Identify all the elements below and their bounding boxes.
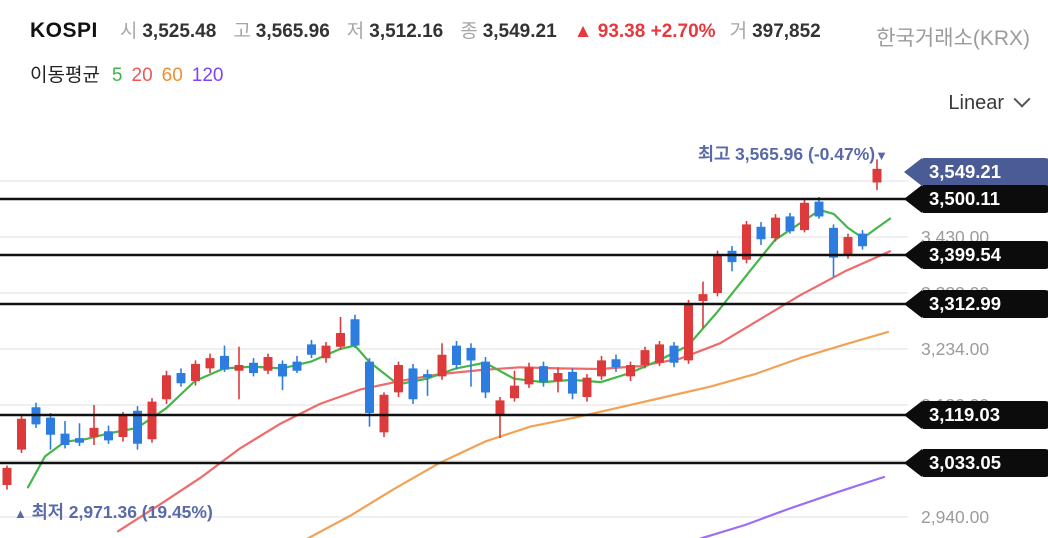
- badge-price-value: 3,549.21: [922, 158, 1048, 186]
- high-marker-icon: ▼: [875, 148, 888, 163]
- exchange-watermark: 한국거래소(KRX): [876, 27, 1030, 50]
- session-low-annotation: ▲ 최저 2,971.36 (19.45%): [14, 499, 213, 524]
- open-value: 3,525.48: [142, 21, 217, 42]
- badge-arrow-icon: [904, 449, 922, 477]
- badge-arrow-icon: [904, 158, 922, 186]
- change-percent: +2.70%: [650, 21, 716, 42]
- scale-selector-dropdown[interactable]: Linear: [948, 90, 1031, 115]
- low-value: 3,512.16: [369, 21, 444, 42]
- ma120-toggle[interactable]: 120: [191, 65, 224, 86]
- session-high-text: 최고 3,565.96 (-0.47%): [697, 144, 876, 164]
- y-axis-tick-label: 3,234.00: [921, 339, 990, 359]
- badge-arrow-icon: [904, 241, 922, 269]
- high-value: 3,565.96: [255, 21, 330, 42]
- open-label: 시: [119, 21, 138, 42]
- price-level-badge: 3,119.03: [904, 401, 1048, 429]
- ma20-line: [116, 250, 892, 533]
- price-level-badge: 3,033.05: [904, 449, 1048, 477]
- scale-selector-label: Linear: [948, 92, 1004, 114]
- change-arrow-icon: ▲: [573, 21, 593, 42]
- badge-arrow-icon: [904, 185, 922, 213]
- price-level-badge: 3,399.54: [904, 241, 1048, 269]
- session-low-text: 최저 2,971.36 (19.45%): [31, 502, 213, 522]
- ma-legend-label: 이동평균: [30, 65, 100, 86]
- badge-arrow-icon: [904, 290, 922, 318]
- close-label: 종: [460, 21, 478, 42]
- ma60-toggle[interactable]: 60: [161, 65, 183, 86]
- ma60-line: [306, 330, 890, 538]
- quote-header: KOSPI 시 3,525.48 고 3,565.96 저 3,512.16 종 3,5…: [30, 16, 838, 43]
- low-marker-icon: ▲: [14, 506, 27, 521]
- badge-price-value: 3,119.03: [922, 401, 1048, 429]
- close-value: 3,549.21: [482, 21, 557, 42]
- moving-average-legend: 이동평균 5 20 60 120: [30, 60, 232, 87]
- symbol-name: KOSPI: [30, 19, 98, 42]
- badge-arrow-icon: [904, 401, 922, 429]
- volume-value: 397,852: [752, 21, 821, 42]
- price-level-badge: 3,500.11: [904, 185, 1048, 213]
- ma5-toggle[interactable]: 5: [111, 65, 123, 86]
- change-value: 93.38: [597, 21, 646, 42]
- badge-price-value: 3,500.11: [922, 185, 1048, 213]
- price-level-badge: 3,312.99: [904, 290, 1048, 318]
- badge-price-value: 3,399.54: [922, 241, 1048, 269]
- badge-price-value: 3,033.05: [922, 449, 1048, 477]
- high-label: 고: [233, 21, 251, 42]
- badge-price-value: 3,312.99: [922, 290, 1048, 318]
- session-high-annotation: 최고 3,565.96 (-0.47%)▼: [698, 141, 888, 166]
- volume-label: 거: [729, 21, 748, 42]
- current-price-badge: 3,549.21: [904, 158, 1048, 186]
- ma20-toggle[interactable]: 20: [131, 65, 153, 86]
- y-axis-tick-label: 2,940.00: [921, 507, 990, 527]
- ma120-line: [699, 475, 886, 538]
- low-label: 저: [346, 21, 365, 42]
